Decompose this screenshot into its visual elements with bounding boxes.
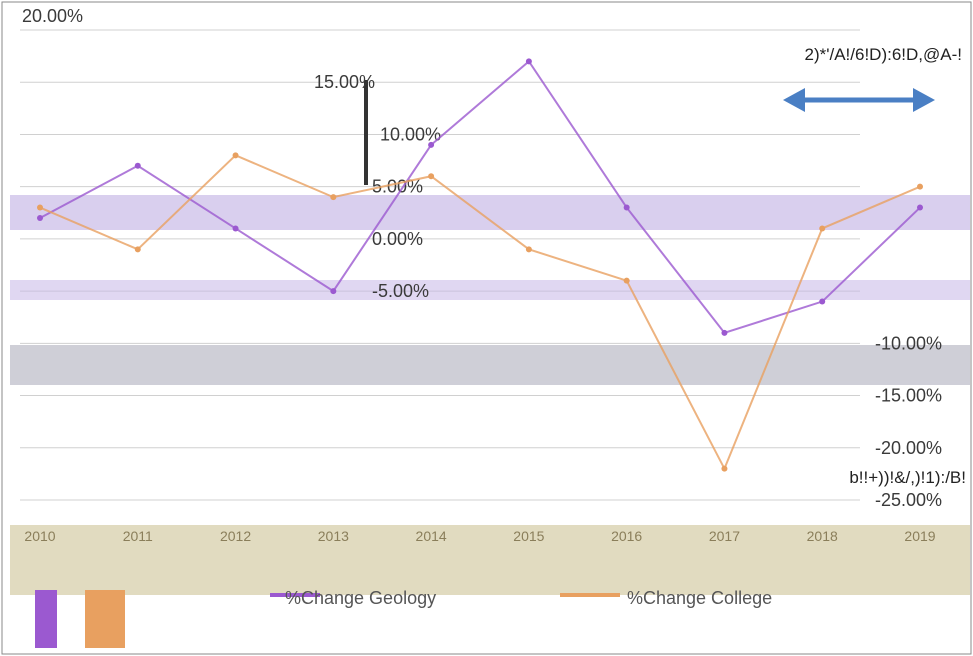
data-point: [232, 152, 239, 159]
x-category-label: 2010: [24, 528, 55, 544]
data-point: [232, 225, 239, 232]
data-point: [525, 246, 532, 253]
data-point: [819, 225, 826, 232]
legend: %Change Geology %Change College: [35, 588, 772, 648]
data-point: [623, 204, 630, 211]
x-category-label: 2015: [513, 528, 544, 544]
x-category-label: 2014: [416, 528, 447, 544]
data-point: [917, 204, 923, 211]
data-point: [819, 298, 826, 305]
x-category-label: 2013: [318, 528, 349, 544]
double-arrow-icon: [783, 88, 935, 112]
y-tick-label: 10.00%: [380, 124, 441, 144]
data-point: [623, 277, 630, 284]
data-point: [721, 329, 728, 336]
data-point: [917, 183, 923, 190]
legend-swatch-geology: [35, 590, 57, 648]
y-tick-label: 15.00%: [314, 72, 375, 92]
data-point: [525, 58, 532, 65]
series-line-geology: [39, 59, 921, 335]
x-category-label: 2017: [709, 528, 740, 544]
y-tick-label: -25.00%: [875, 490, 942, 510]
annotation-top-right: 2)*'/A!/6!D):6!D,@A-!: [805, 45, 962, 64]
y-tick-label: 0.00%: [372, 229, 423, 249]
series-line-college: [39, 154, 921, 472]
data-point: [428, 173, 435, 180]
x-category-label: 2019: [904, 528, 935, 544]
legend-label-college: %Change College: [627, 588, 772, 608]
y-tick-label: -20.00%: [875, 438, 942, 458]
y-tick-label-top: 20.00%: [22, 6, 83, 26]
band-texture: [10, 195, 970, 595]
gridlines: [20, 29, 860, 501]
annotation-bottom-right: b!!+))!&/,)!1):/B!: [849, 468, 966, 487]
y-tick-labels: 15.00%10.00%5.00%0.00%-5.00%-10.00%-15.0…: [314, 72, 942, 510]
data-point: [134, 246, 141, 253]
y-tick-label: -15.00%: [875, 386, 942, 406]
legend-label-geology: %Change Geology: [285, 588, 436, 608]
series-layer: [37, 58, 923, 472]
data-point: [37, 204, 43, 211]
x-category-label: 2016: [611, 528, 642, 544]
x-category-label: 2011: [123, 528, 153, 544]
data-point: [330, 288, 337, 295]
x-category-labels: 2010 2011 2012 2013 2014 2015 2016 2017 2018 2019: [24, 528, 935, 544]
legend-swatch-college: [85, 590, 125, 648]
x-category-label: 2012: [220, 528, 251, 544]
x-category-label: 2018: [807, 528, 838, 544]
data-point: [428, 141, 435, 148]
data-point: [721, 465, 728, 472]
data-point: [330, 194, 337, 201]
data-point: [37, 215, 43, 221]
y-tick-label: -10.00%: [875, 333, 942, 353]
data-point: [134, 162, 141, 169]
y-tick-label: -5.00%: [372, 281, 429, 301]
